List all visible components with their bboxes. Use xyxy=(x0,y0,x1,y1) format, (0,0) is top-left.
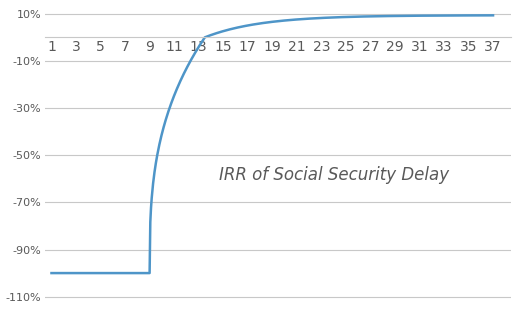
Text: IRR of Social Security Delay: IRR of Social Security Delay xyxy=(219,166,449,184)
